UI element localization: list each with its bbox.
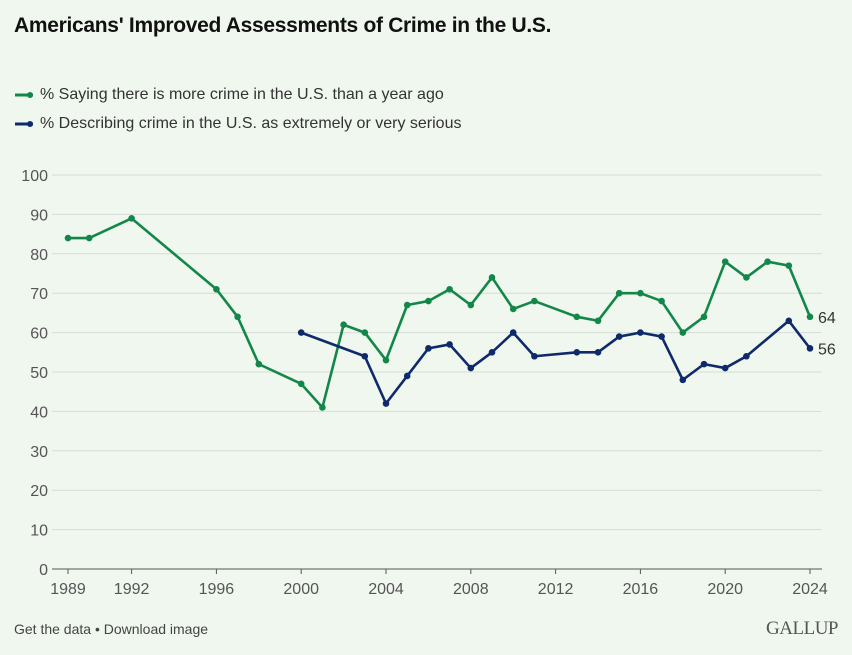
data-point	[467, 364, 475, 372]
legend-item-serious: % Describing crime in the U.S. as extrem…	[14, 115, 461, 133]
y-tick-label: 80	[30, 247, 48, 264]
gallup-logo: GALLUP	[766, 618, 838, 639]
y-tick-label: 100	[21, 168, 48, 185]
data-point	[297, 380, 305, 388]
legend-navy-line-icon	[15, 121, 33, 127]
data-point	[255, 360, 263, 368]
data-point	[361, 329, 369, 336]
data-point	[446, 285, 453, 293]
separator: •	[91, 621, 104, 637]
data-point	[594, 349, 602, 356]
y-tick-label: 30	[30, 444, 48, 461]
data-point	[382, 356, 390, 364]
data-point	[594, 317, 602, 325]
download-image-link[interactable]: Download image	[103, 621, 209, 637]
data-point	[213, 285, 220, 293]
y-tick-label: 50	[30, 365, 48, 382]
footer-links: Get the data • Download image	[14, 621, 208, 637]
legend-green-line-icon	[15, 92, 33, 98]
end-value-label: 56	[818, 341, 836, 358]
data-point	[785, 262, 793, 269]
data-point	[467, 301, 475, 309]
chart-title: Americans' Improved Assessments of Crime…	[14, 14, 552, 37]
data-point	[531, 352, 538, 360]
data-point	[658, 297, 665, 305]
data-point	[721, 258, 729, 265]
y-tick-label: 0	[39, 562, 48, 579]
data-point	[340, 321, 347, 329]
data-point	[700, 360, 708, 368]
y-tick-label: 20	[30, 483, 48, 500]
x-tick-label: 2004	[368, 581, 404, 598]
data-point	[658, 333, 665, 340]
data-point	[425, 345, 432, 352]
data-point	[615, 289, 623, 297]
data-point	[806, 345, 814, 352]
data-point	[764, 258, 771, 265]
data-point	[361, 352, 369, 360]
x-tick-label: 2016	[623, 581, 659, 598]
y-tick-label: 70	[30, 286, 48, 303]
x-tick-label: 2024	[792, 581, 828, 598]
data-point	[637, 329, 644, 336]
data-point	[234, 313, 241, 321]
y-tick-label: 10	[30, 523, 48, 540]
data-point	[446, 341, 453, 348]
x-tick-label: 1996	[199, 581, 235, 598]
data-point	[615, 333, 623, 340]
x-tick-label: 1989	[50, 581, 86, 598]
series-line-0	[68, 217, 812, 409]
data-point	[85, 234, 93, 242]
x-tick-label: 1992	[114, 581, 150, 598]
legend-label: % Describing crime in the U.S. as extrem…	[40, 115, 462, 132]
y-tick-label: 60	[30, 326, 48, 343]
series-line-1	[300, 319, 812, 405]
data-point	[128, 215, 135, 222]
get-data-link[interactable]: Get the data	[14, 621, 92, 637]
x-tick-label: 2012	[538, 581, 574, 598]
data-point	[425, 297, 432, 305]
data-point	[297, 329, 305, 336]
data-point	[319, 404, 326, 411]
data-point	[488, 274, 496, 281]
data-point	[64, 234, 72, 242]
data-point	[743, 274, 750, 281]
data-point	[743, 352, 750, 360]
data-point	[785, 317, 793, 325]
y-tick-label: 90	[30, 207, 48, 224]
data-point	[382, 400, 390, 407]
x-tick-label: 2008	[453, 581, 489, 598]
data-point	[509, 305, 517, 313]
x-tick-label: 2020	[707, 581, 743, 598]
end-value-label: 64	[818, 310, 836, 327]
data-point	[509, 329, 517, 336]
data-point	[573, 349, 581, 356]
data-point	[403, 372, 411, 380]
data-point	[573, 313, 581, 321]
data-point	[637, 289, 644, 297]
data-point	[806, 313, 814, 321]
legend-item-more-crime: % Saying there is more crime in the U.S.…	[14, 86, 444, 104]
y-tick-label: 40	[30, 404, 48, 421]
data-point	[679, 376, 687, 384]
data-point	[403, 301, 411, 309]
data-point	[679, 329, 687, 336]
data-point	[531, 297, 538, 305]
legend-label: % Saying there is more crime in the U.S.…	[40, 86, 444, 103]
data-point	[488, 349, 496, 356]
data-point	[721, 364, 729, 372]
data-point	[700, 313, 708, 321]
x-tick-label: 2000	[283, 581, 319, 598]
